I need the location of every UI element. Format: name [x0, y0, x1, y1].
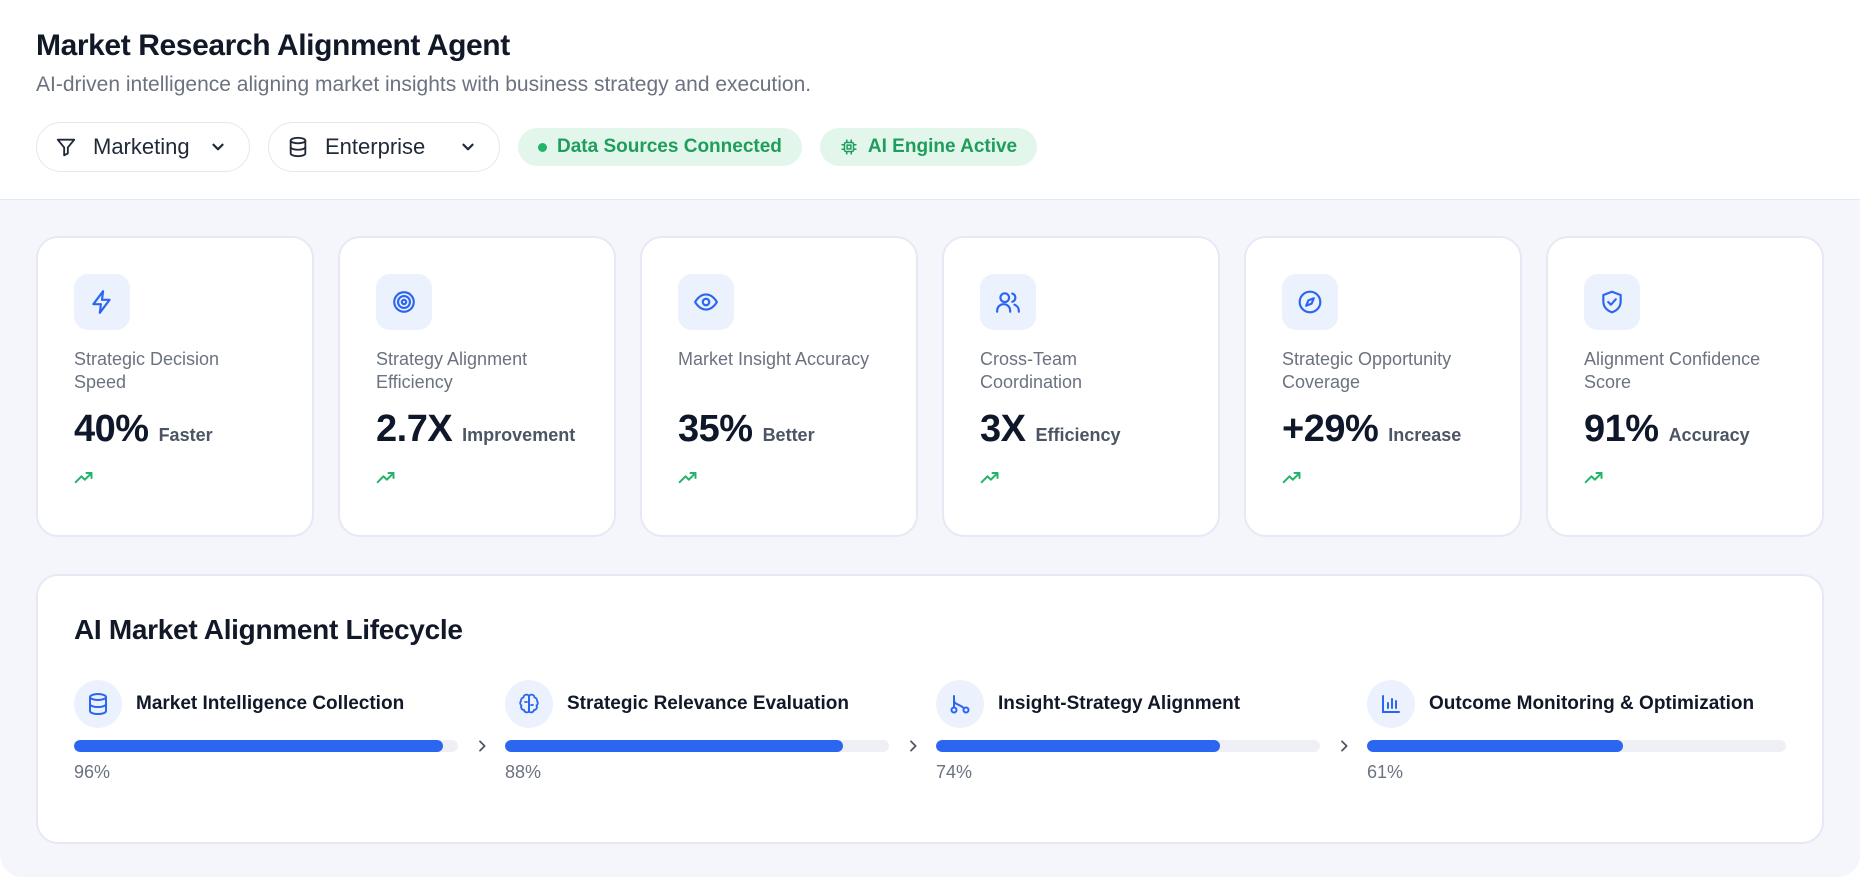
trending-up-icon — [678, 471, 698, 485]
chevron-right-icon — [889, 680, 936, 754]
kpi-card-alignment-efficiency: Strategy Alignment Efficiency 2.7X Impro… — [338, 236, 616, 537]
trending-up-icon — [1282, 471, 1302, 485]
stage-percent: 74% — [936, 762, 973, 782]
status-badge-label: Data Sources Connected — [557, 136, 782, 157]
kpi-label: Alignment Confidence Score — [1584, 349, 1761, 392]
kpi-card-opportunity-coverage: Strategic Opportunity Coverage +29% Incr… — [1244, 236, 1522, 537]
kpi-card-team-coordination: Cross-Team Coordination 3X Efficiency — [942, 236, 1220, 537]
progress-bar — [74, 740, 458, 752]
lifecycle-stage-monitoring: Outcome Monitoring & Optimization 61% — [1367, 680, 1786, 783]
filter-icon — [55, 136, 77, 158]
kpi-unit: Improvement — [462, 425, 576, 445]
chevron-down-icon — [209, 138, 227, 156]
kpi-label: Strategic Opportunity Coverage — [1282, 349, 1452, 392]
stage-name: Outcome Monitoring & Optimization — [1429, 693, 1755, 714]
kpi-label: Cross-Team Coordination — [980, 349, 1083, 392]
kpi-label: Strategic Decision Speed — [74, 349, 220, 392]
progress-bar-fill — [74, 740, 443, 752]
stage-name: Strategic Relevance Evaluation — [567, 693, 849, 714]
bolt-icon — [74, 274, 130, 330]
department-select[interactable]: Marketing — [36, 122, 250, 172]
trending-up-icon — [74, 471, 94, 485]
shield-check-icon — [1584, 274, 1640, 330]
lifecycle-title: AI Market Alignment Lifecycle — [74, 614, 463, 645]
stage-percent: 88% — [505, 762, 542, 782]
cpu-icon — [840, 138, 858, 156]
trending-up-icon — [376, 471, 396, 485]
kpi-label: Strategy Alignment Efficiency — [376, 349, 528, 392]
department-select-label: Marketing — [93, 134, 190, 159]
kpi-cards: Strategic Decision Speed 40% Faster Stra… — [36, 236, 1824, 537]
eye-icon — [678, 274, 734, 330]
status-dot-icon — [538, 142, 547, 152]
database-icon — [287, 136, 309, 158]
kpi-value: 3X — [980, 408, 1026, 450]
status-badge-data-sources: Data Sources Connected — [518, 128, 802, 166]
target-icon — [376, 274, 432, 330]
progress-bar — [1367, 740, 1786, 752]
trending-up-icon — [980, 471, 1000, 485]
progress-bar-fill — [936, 740, 1221, 752]
lifecycle-stage-evaluation: Strategic Relevance Evaluation 88% — [505, 680, 889, 783]
kpi-label: Market Insight Accuracy — [678, 349, 870, 369]
kpi-unit: Faster — [158, 425, 213, 445]
bar-chart-icon — [1367, 680, 1415, 728]
kpi-card-decision-speed: Strategic Decision Speed 40% Faster — [36, 236, 314, 537]
route-icon — [936, 680, 984, 728]
segment-select-label: Enterprise — [325, 134, 426, 159]
kpi-value: 2.7X — [376, 408, 453, 450]
kpi-unit: Increase — [1388, 425, 1462, 445]
chevron-down-icon — [459, 138, 477, 156]
kpi-value: 35% — [678, 408, 753, 450]
chevron-right-icon — [1320, 680, 1367, 754]
kpi-unit: Accuracy — [1668, 425, 1750, 445]
database-icon — [74, 680, 122, 728]
kpi-value: 40% — [74, 408, 149, 450]
lifecycle-stage-alignment: Insight-Strategy Alignment 74% — [936, 680, 1320, 783]
trending-up-icon — [1584, 471, 1604, 485]
kpi-value: +29% — [1282, 408, 1379, 450]
page-header: Market Research Alignment Agent AI-drive… — [0, 0, 1860, 200]
compass-icon — [1282, 274, 1338, 330]
lifecycle-stages: Market Intelligence Collection 96% Strat… — [74, 680, 1786, 783]
kpi-card-confidence-score: Alignment Confidence Score 91% Accuracy — [1546, 236, 1824, 537]
chevron-right-icon — [458, 680, 505, 754]
status-badge-label: AI Engine Active — [867, 136, 1018, 157]
stage-name: Insight-Strategy Alignment — [998, 693, 1241, 714]
segment-select[interactable]: Enterprise — [268, 122, 500, 172]
stage-percent: 96% — [74, 762, 111, 782]
brain-icon — [505, 680, 553, 728]
lifecycle-stage-collection: Market Intelligence Collection 96% — [74, 680, 458, 783]
progress-bar-fill — [505, 740, 843, 752]
kpi-unit: Efficiency — [1035, 425, 1121, 445]
kpi-card-insight-accuracy: Market Insight Accuracy 35% Better — [640, 236, 918, 537]
progress-bar-fill — [1367, 740, 1623, 752]
progress-bar — [505, 740, 889, 752]
filter-bar: Marketing Enterprise Data Sources Connec… — [36, 122, 1824, 172]
users-icon — [980, 274, 1036, 330]
kpi-value: 91% — [1584, 408, 1659, 450]
page-title: Market Research Alignment Agent — [36, 29, 510, 62]
kpi-unit: Better — [762, 425, 815, 445]
progress-bar — [936, 740, 1320, 752]
stage-percent: 61% — [1367, 762, 1404, 782]
lifecycle-panel: AI Market Alignment Lifecycle Market Int… — [36, 574, 1824, 844]
page-subtitle: AI-driven intelligence aligning market i… — [36, 73, 812, 96]
stage-name: Market Intelligence Collection — [136, 693, 405, 714]
status-badge-ai-engine: AI Engine Active — [819, 128, 1038, 166]
